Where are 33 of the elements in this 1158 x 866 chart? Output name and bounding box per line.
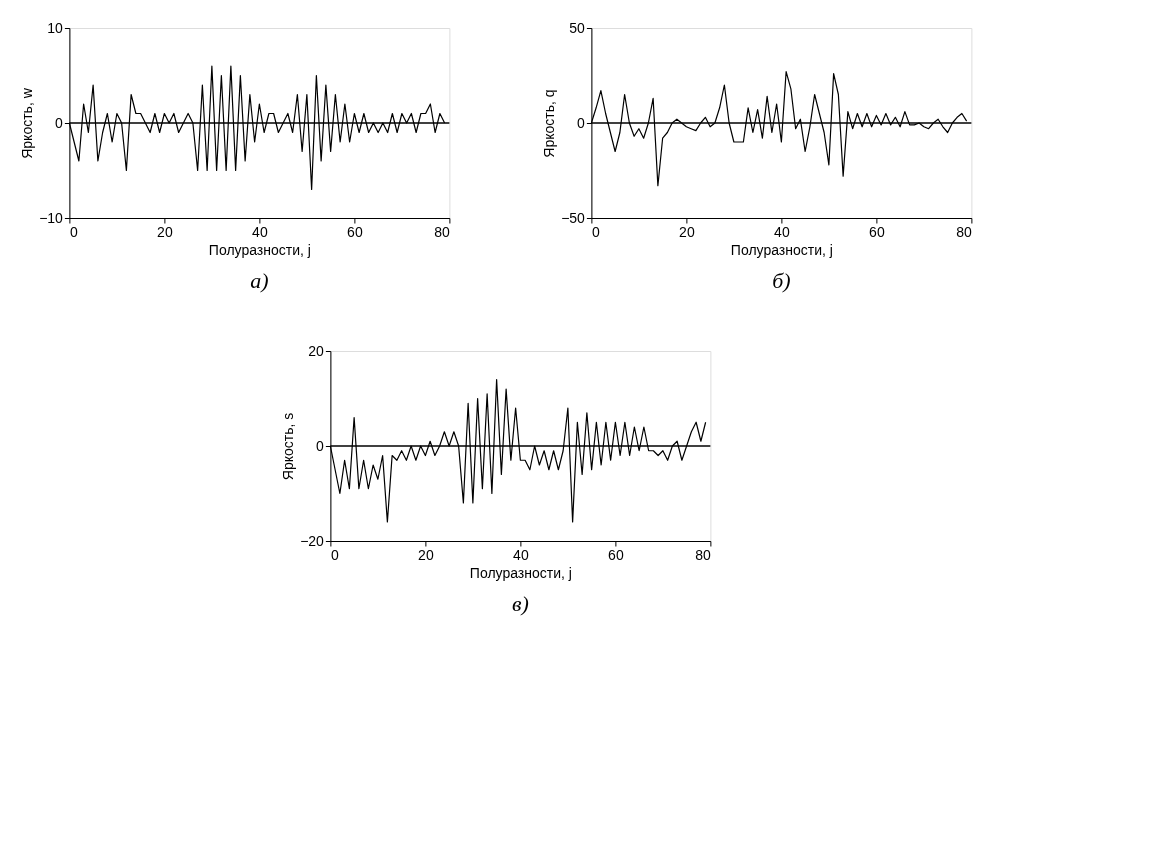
text: в) [511,591,529,616]
x-tick-label: 0 [330,546,339,563]
x-tick-label: 0 [591,223,600,240]
x-tick-label: 80 [434,223,451,240]
y-tick-label: −10 [39,209,64,226]
x-tick-label: 40 [252,223,268,240]
y-axis-title: Яркость, w [19,87,36,159]
x-tick-label: 20 [157,223,173,240]
x-tick-label: 60 [608,546,624,563]
text: б) [772,268,791,293]
y-axis-title: Яркость, s [280,412,297,481]
x-tick-label: 40 [774,223,790,240]
y-tick-label: 20 [308,342,325,359]
x-axis-title: Полуразности, j [208,241,311,258]
y-tick-label: 0 [577,114,586,131]
y-axis-title: Яркость, q [541,89,558,158]
x-tick-label: 20 [418,546,434,563]
y-tick-label: 0 [316,437,325,454]
y-tick-label: 50 [569,19,586,36]
x-tick-label: 60 [347,223,363,240]
x-tick-label: 0 [69,223,78,240]
y-tick-label: 0 [55,114,64,131]
y-tick-label: 10 [47,19,64,36]
y-tick-label: −20 [300,532,325,549]
x-tick-label: 80 [695,546,712,563]
y-tick-label: −50 [561,209,586,226]
x-axis-title: Полуразности, j [469,564,572,581]
x-tick-label: 80 [956,223,973,240]
text: а) [250,268,269,293]
x-axis-title: Полуразности, j [730,241,833,258]
x-tick-label: 20 [679,223,695,240]
x-tick-label: 60 [869,223,885,240]
x-tick-label: 40 [513,546,529,563]
